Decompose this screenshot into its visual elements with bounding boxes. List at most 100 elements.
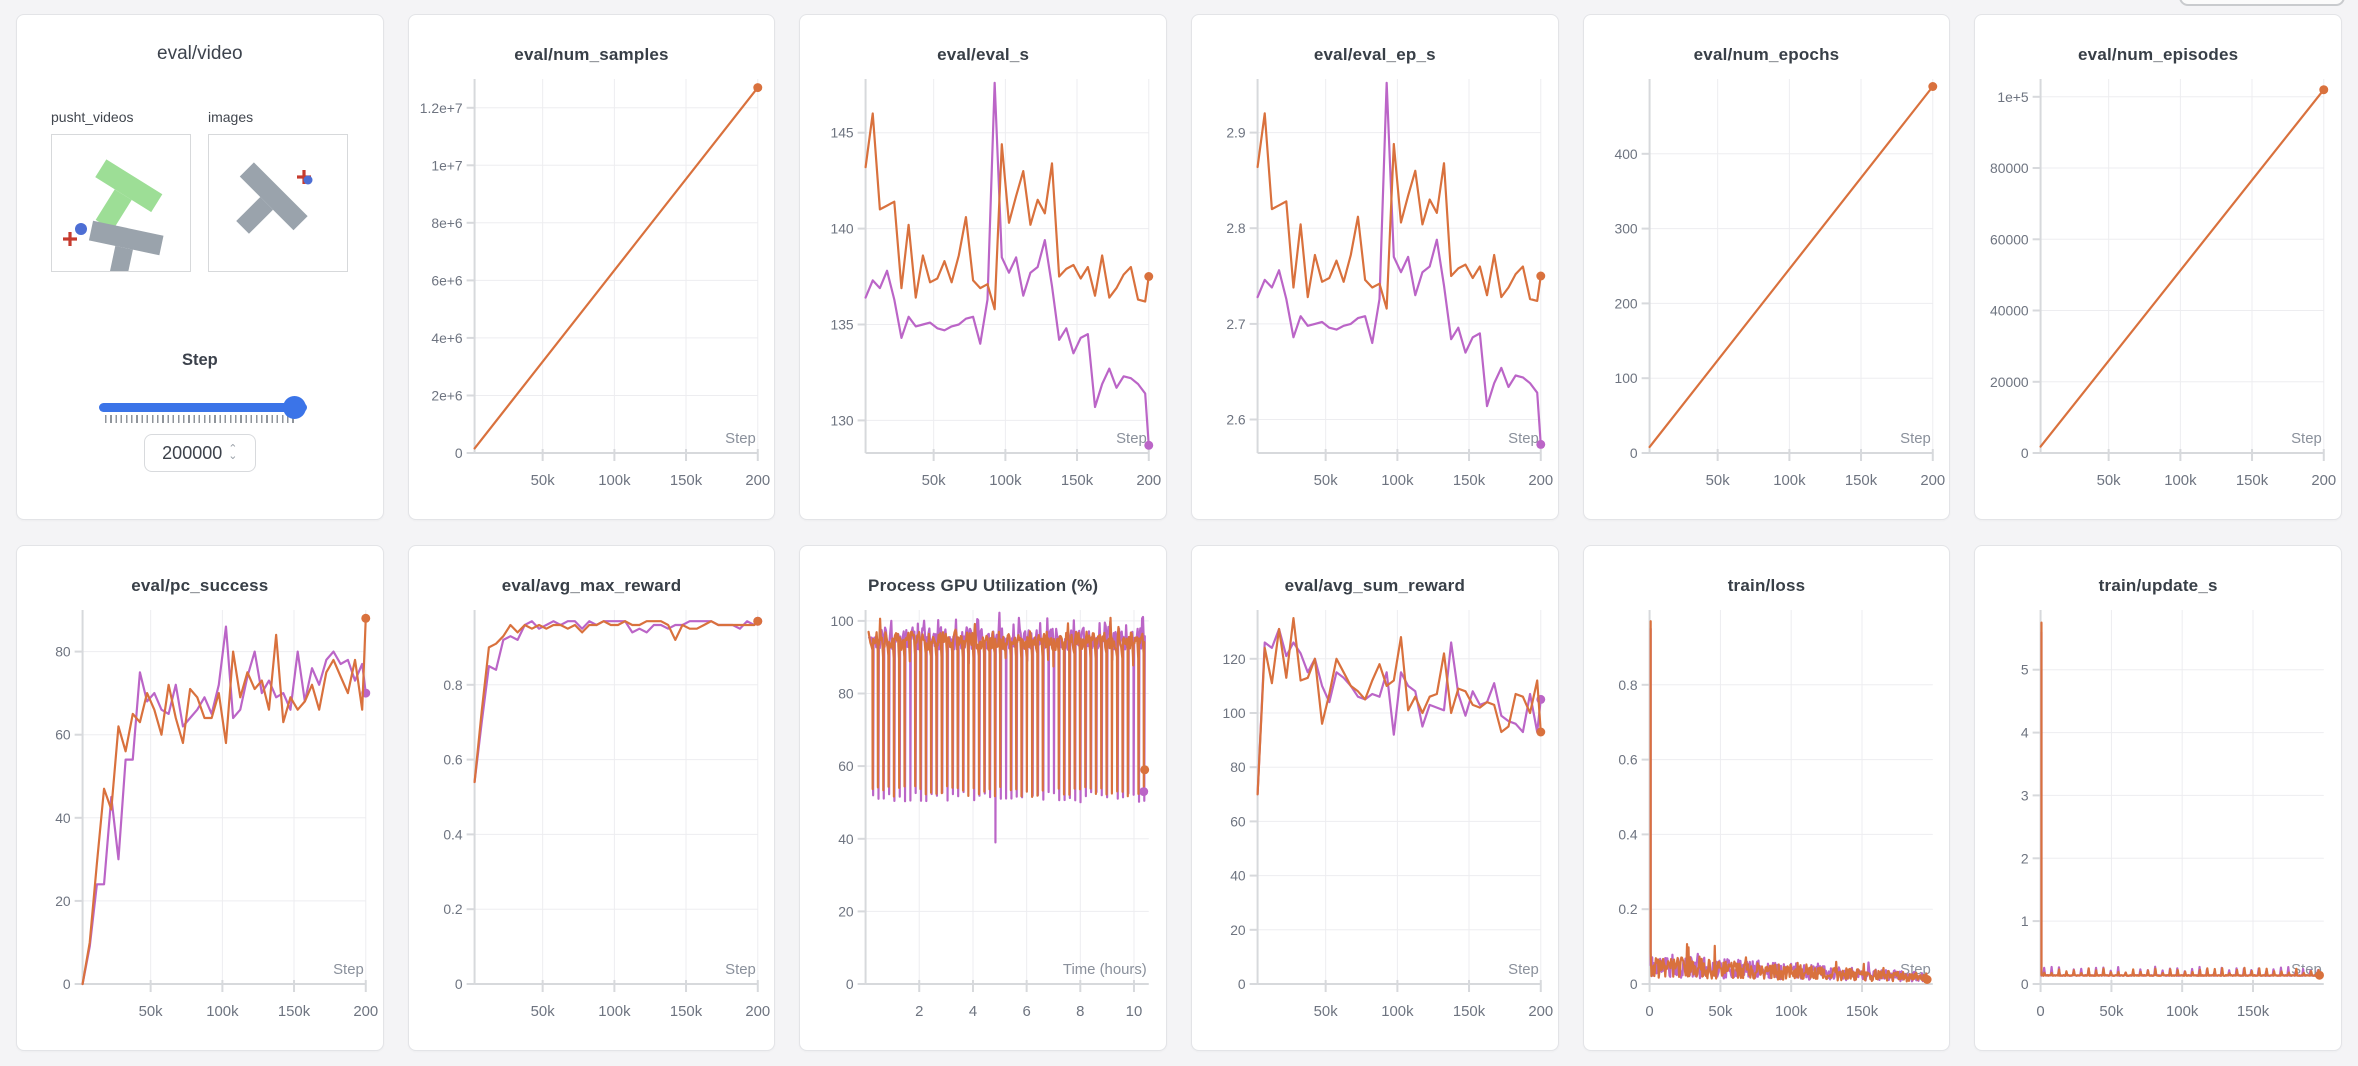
chart-title: eval/num_samples <box>514 45 669 64</box>
x-axis-label: Step <box>333 961 364 978</box>
step-slider[interactable] <box>99 396 307 429</box>
y-tick-label: 60000 <box>1990 231 2029 247</box>
x-tick-label: 50k <box>1314 472 1339 489</box>
x-tick-label: 200 <box>2312 472 2337 489</box>
chart-panel-train-loss[interactable]: train/loss 0 50k 100k 150k 0 0.2 0.4 0.6 0.8 Step <box>1582 545 1951 1051</box>
chart-panel-process-gpu-utilization[interactable]: Process GPU Utilization (%) 2 4 6 8 10 0 20 40 60… <box>799 545 1167 1051</box>
series-purple-end-dot <box>1139 787 1149 797</box>
x-tick-label: 150k <box>1453 472 1486 489</box>
media-panel-eval-video[interactable]: eval/video pusht_videos images <box>16 14 384 520</box>
image-env-render <box>236 162 313 234</box>
y-tick-label: 130 <box>831 412 854 428</box>
y-tick-label: 80 <box>55 644 71 660</box>
y-tick-label: 80000 <box>1990 160 2029 176</box>
y-tick-label: 0.4 <box>1618 826 1638 842</box>
x-tick-label: 6 <box>1023 1003 1031 1020</box>
y-tick-label: 8e+6 <box>431 215 463 231</box>
y-tick-label: 0 <box>455 445 463 461</box>
x-tick-label: 150k <box>1453 1003 1486 1020</box>
chart-title: Process GPU Utilization (%) <box>868 576 1099 595</box>
x-tick-label: 100k <box>598 1003 631 1020</box>
images-thumbnail[interactable] <box>208 134 348 272</box>
x-tick-label: 200 <box>353 1003 378 1020</box>
y-tick-label: 60 <box>839 758 855 774</box>
x-tick-label: 200 <box>745 472 770 489</box>
y-tick-label: 0 <box>1238 976 1246 992</box>
eval-num-samples-plot[interactable]: 50k 100k 150k 200 0 2e+6 4e+6 6e+6 8e+6 1e+7 1.2e+… <box>409 65 775 513</box>
x-axis-label: Step <box>1508 430 1539 447</box>
chart-title: train/update_s <box>2098 576 2218 595</box>
y-tick-label: 6e+6 <box>431 272 463 288</box>
y-tick-label: 120 <box>1222 651 1245 667</box>
y-tick-label: 2.9 <box>1226 125 1246 141</box>
x-tick-label: 100k <box>990 472 1023 489</box>
step-stepper-arrows[interactable]: ⌃ ⌄ <box>228 444 238 462</box>
y-tick-label: 4e+6 <box>431 330 463 346</box>
chart-title: eval/num_epochs <box>1693 45 1840 64</box>
step-slider-handle[interactable] <box>283 396 306 419</box>
step-down-icon: ⌄ <box>228 450 238 462</box>
y-tick-label: 100 <box>831 613 854 629</box>
chart-panel-train-update-s[interactable]: train/update_s 0 50k 100k 150k 0 1 2 3 4 5 Step <box>1974 545 2342 1051</box>
agent-dot <box>75 223 87 235</box>
x-axis-label: Step <box>725 430 756 447</box>
chart-panel-eval-num-epochs[interactable]: eval/num_epochs 50k 100k 150k 200 0 100 200 300 4… <box>1582 14 1951 520</box>
eval-avg-sum-reward-plot[interactable]: 50k 100k 150k 200 0 20 40 60 80 100 120 Step <box>1192 596 1558 1044</box>
series-orange-line <box>1256 112 1542 310</box>
x-tick-label: 200 <box>1528 472 1553 489</box>
y-tick-label: 60 <box>1230 813 1246 829</box>
series-purple-line <box>1256 627 1542 796</box>
chart-panel-eval-eval-ep-s[interactable]: eval/eval_ep_s 50k 100k 150k 200 2.6 2.7 2.8 2.9… <box>1190 14 1559 520</box>
eval-num-episodes-plot[interactable]: 50k 100k 150k 200 0 20000 40000 60000 80000 1e+5 S… <box>1975 65 2341 513</box>
y-tick-label: 2e+6 <box>431 387 463 403</box>
train-update-s-plot[interactable]: 0 50k 100k 150k 0 1 2 3 4 5 Step <box>1975 596 2341 1044</box>
y-tick-label: 2.7 <box>1226 316 1246 332</box>
series-orange-line <box>1649 620 1928 983</box>
y-tick-label: 0 <box>846 976 854 992</box>
thumbnail-label-images: images <box>208 109 254 125</box>
chart-title: eval/avg_max_reward <box>501 576 682 595</box>
x-tick-label: 4 <box>969 1003 977 1020</box>
y-tick-label: 0 <box>1630 976 1638 992</box>
chart-panel-eval-avg-max-reward[interactable]: eval/avg_max_reward 50k 100k 150k 200 0 0.2 0.4… <box>407 545 776 1051</box>
chart-panel-eval-eval-s[interactable]: eval/eval_s 50k 100k 150k 200 130 135 140 145 Ste… <box>799 14 1167 520</box>
step-slider-track[interactable] <box>99 403 307 412</box>
chart-panel-eval-avg-sum-reward[interactable]: eval/avg_sum_reward 50k 100k 150k 200 0 20 40 60… <box>1190 545 1559 1051</box>
y-tick-label: 20 <box>55 893 71 909</box>
step-input-value: 200000 <box>162 442 223 463</box>
chart-panel-eval-num-episodes[interactable]: eval/num_episodes 50k 100k 150k 200 0 20000 400… <box>1974 14 2342 520</box>
x-axis-label: Step <box>725 961 756 978</box>
x-tick-label: 200 <box>1528 1003 1553 1020</box>
series-purple-line <box>1256 81 1542 446</box>
eval-pc-success-plot[interactable]: 50k 100k 150k 200 0 20 40 60 80 Step <box>17 596 383 1044</box>
chart-panel-eval-num-samples[interactable]: eval/num_samples 50k 100k 150k 200 0 2e+6 4e+6 6… <box>407 14 776 520</box>
series-purple-end-dot <box>1536 439 1546 449</box>
pusht-video-thumbnail[interactable] <box>51 134 191 280</box>
x-tick-label: 100k <box>598 472 631 489</box>
y-tick-label: 80 <box>839 685 855 701</box>
chart-panel-eval-pc-success[interactable]: eval/pc_success 50k 100k 150k 200 0 20 40 60 80 St… <box>16 545 384 1051</box>
step-slider-ticks <box>105 415 297 423</box>
x-tick-label: 10 <box>1126 1003 1143 1020</box>
x-tick-label: 8 <box>1076 1003 1084 1020</box>
agent-dot <box>303 175 313 185</box>
x-tick-label: 50k <box>1708 1003 1733 1020</box>
eval-eval-ep-s-plot[interactable]: 50k 100k 150k 200 2.6 2.7 2.8 2.9 Step <box>1192 65 1558 513</box>
eval-num-epochs-plot[interactable]: 50k 100k 150k 200 0 100 200 300 400 Step <box>1584 65 1950 513</box>
series-purple-line <box>2040 630 2321 977</box>
series-orange-end-dot <box>2315 970 2325 980</box>
step-input[interactable]: 200000 ⌃ ⌄ <box>143 434 256 472</box>
x-tick-label: 50k <box>139 1003 164 1020</box>
eval-avg-max-reward-plot[interactable]: 50k 100k 150k 200 0 0.2 0.4 0.6 0.8 Step <box>409 596 775 1044</box>
gray-t-shape <box>236 162 308 234</box>
eval-eval-s-plot[interactable]: 50k 100k 150k 200 130 135 140 145 Step <box>800 65 1166 513</box>
series-orange-end-dot <box>1144 272 1154 281</box>
x-tick-label: 150k <box>2237 1003 2270 1020</box>
x-tick-label: 100k <box>2165 472 2198 489</box>
chart-title: eval/eval_s <box>937 45 1030 64</box>
series-orange-end-dot <box>1140 765 1150 775</box>
series-orange-line <box>864 112 1151 311</box>
series-orange-end-dot <box>1922 975 1932 984</box>
